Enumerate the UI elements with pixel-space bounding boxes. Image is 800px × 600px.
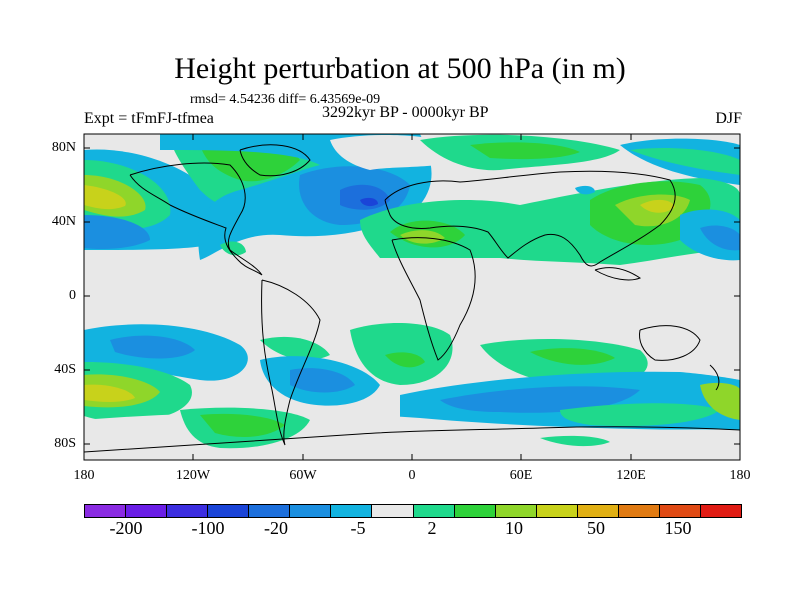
y-tick-label: 80N bbox=[51, 140, 76, 155]
plot-title: Height perturbation at 500 hPa (in m) bbox=[174, 52, 626, 85]
colorbar-swatch bbox=[618, 505, 660, 517]
colorbar-swatch bbox=[126, 505, 168, 517]
colorbar-swatch bbox=[249, 505, 291, 517]
period-label: 3292kyr BP - 0000kyr BP bbox=[322, 104, 489, 121]
colorbar-swatch bbox=[536, 505, 578, 517]
stats-label: rmsd= 4.54236 diff= 6.43569e-09 bbox=[190, 92, 381, 107]
colorbar-swatch bbox=[495, 505, 537, 517]
colorbar-swatch bbox=[372, 505, 414, 517]
colorbar-label: 150 bbox=[664, 518, 692, 538]
colorbar-swatch bbox=[454, 505, 496, 517]
colorbar-swatch bbox=[85, 505, 127, 517]
y-tick-label: 80S bbox=[54, 436, 76, 451]
y-tick-label: 40N bbox=[51, 214, 76, 229]
colorbar-swatch bbox=[577, 505, 619, 517]
y-tick-label: 0 bbox=[69, 288, 76, 303]
x-tick-label: 0 bbox=[408, 468, 416, 483]
x-tick-label: 120E bbox=[616, 468, 646, 483]
x-tick-label: 120W bbox=[175, 468, 211, 483]
colorbar-label: -100 bbox=[191, 518, 225, 538]
axis-ticks bbox=[83, 134, 741, 460]
colorbar-swatch bbox=[331, 505, 373, 517]
colorbar-label: 10 bbox=[505, 518, 523, 538]
colorbar-label: -20 bbox=[264, 518, 288, 538]
colorbar-label: 2 bbox=[427, 518, 437, 538]
x-tick-label: 60W bbox=[289, 468, 317, 483]
colorbar-swatch bbox=[290, 505, 332, 517]
x-tick-label: 60E bbox=[509, 468, 533, 483]
colorbar-label: -5 bbox=[350, 518, 366, 538]
colorbar bbox=[84, 504, 742, 518]
colorbar-label: -200 bbox=[109, 518, 143, 538]
colorbar-swatch bbox=[208, 505, 250, 517]
experiment-label: Expt = tFmFJ-tfmea bbox=[84, 110, 214, 127]
colorbar-swatch bbox=[700, 505, 741, 517]
season-label: DJF bbox=[715, 110, 742, 127]
coastlines bbox=[84, 144, 740, 453]
colorbar-swatch bbox=[659, 505, 701, 517]
colorbar-swatch bbox=[167, 505, 209, 517]
height-contours bbox=[84, 134, 740, 460]
colorbar-swatch bbox=[413, 505, 455, 517]
x-tick-label: 180 bbox=[73, 468, 95, 483]
x-tick-label: 180 bbox=[729, 468, 751, 483]
y-tick-label: 40S bbox=[54, 362, 76, 377]
colorbar-label: 50 bbox=[587, 518, 605, 538]
